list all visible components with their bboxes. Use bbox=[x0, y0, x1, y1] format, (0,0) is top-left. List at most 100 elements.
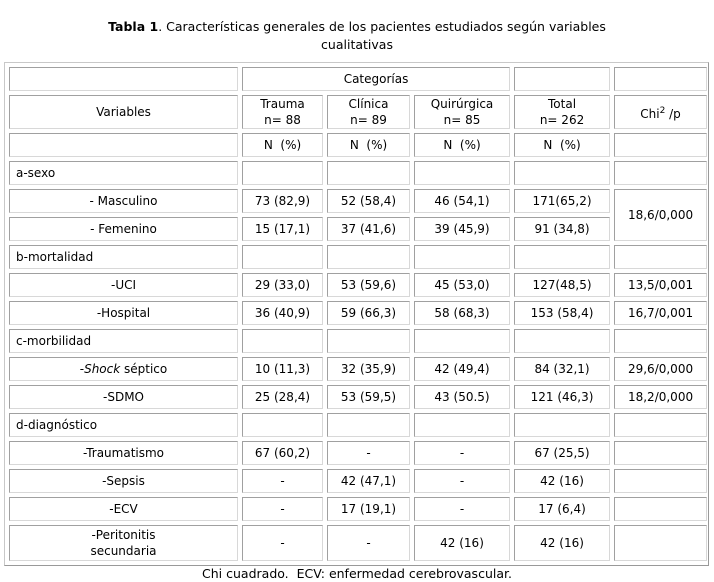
row-label: -Shock séptico bbox=[9, 357, 238, 381]
row-label: -ECV bbox=[9, 497, 238, 521]
value-cell: 15 (17,1) bbox=[242, 217, 323, 241]
empty-cell bbox=[327, 329, 410, 353]
unit-cell: N (%) bbox=[414, 133, 511, 157]
section-label: b-mortalidad bbox=[9, 245, 238, 269]
value-cell: 153 (58,4) bbox=[514, 301, 611, 325]
chi-cell: 18,6/0,000 bbox=[614, 189, 708, 241]
header-clinica-n: n= 89 bbox=[350, 113, 387, 127]
row-label-part: - bbox=[79, 362, 85, 376]
section-row: a-sexo bbox=[9, 161, 708, 185]
row-label-part: Shock bbox=[84, 362, 121, 376]
empty-cell bbox=[414, 329, 511, 353]
header-total: Total n= 262 bbox=[514, 95, 611, 129]
value-cell: 17 (6,4) bbox=[514, 497, 611, 521]
empty-cell bbox=[9, 67, 238, 91]
empty-cell bbox=[242, 161, 323, 185]
header-row-groups: Variables Trauma n= 88 Clínica n= 89 Quirú… bbox=[9, 95, 708, 129]
value-cell: 53 (59,6) bbox=[327, 273, 410, 297]
value-cell: - bbox=[242, 525, 323, 561]
value-cell: 53 (59,5) bbox=[327, 385, 410, 409]
header-chi-sup: 2 bbox=[659, 105, 666, 116]
header-quirurgica-n: n= 85 bbox=[443, 113, 481, 127]
value-cell: 73 (82,9) bbox=[242, 189, 323, 213]
empty-cell bbox=[514, 413, 611, 437]
chi-cell: 29,6/0,000 bbox=[614, 357, 708, 381]
empty-cell bbox=[614, 67, 708, 91]
empty-cell bbox=[414, 161, 511, 185]
section-row: c-morbilidad bbox=[9, 329, 708, 353]
empty-cell bbox=[9, 133, 238, 157]
value-cell: 46 (54,1) bbox=[414, 189, 511, 213]
row-label: -Traumatismo bbox=[9, 441, 238, 465]
row-label: -UCI bbox=[9, 273, 238, 297]
value-cell: 52 (58,4) bbox=[327, 189, 410, 213]
value-cell: 59 (66,3) bbox=[327, 301, 410, 325]
value-cell: - bbox=[327, 441, 410, 465]
value-cell: 42 (47,1) bbox=[327, 469, 410, 493]
chi-cell bbox=[614, 469, 708, 493]
header-total-label: Total bbox=[548, 97, 577, 111]
value-cell: 42 (49,4) bbox=[414, 357, 511, 381]
empty-cell bbox=[514, 67, 611, 91]
header-chi-label: Chi bbox=[640, 106, 660, 121]
header-chi: Chi2 /p bbox=[614, 95, 708, 129]
value-cell: 17 (19,1) bbox=[327, 497, 410, 521]
empty-cell bbox=[242, 413, 323, 437]
header-row-units: N (%) N (%) N (%) N (%) bbox=[9, 133, 708, 157]
empty-cell bbox=[614, 413, 708, 437]
table-row: - Masculino 73 (82,9) 52 (58,4) 46 (54,1) 17… bbox=[9, 189, 708, 241]
row-label: -Sepsis bbox=[9, 469, 238, 493]
header-trauma-n: n= 88 bbox=[264, 113, 301, 127]
value-cell: 58 (68,3) bbox=[414, 301, 511, 325]
header-clinica: Clínica n= 89 bbox=[327, 95, 410, 129]
table-caption: Tabla 1. Características generales de lo… bbox=[0, 18, 714, 54]
section-label: c-morbilidad bbox=[9, 329, 238, 353]
caption-text-line2: cualitativas bbox=[321, 37, 393, 52]
header-quirurgica: Quirúrgica n= 85 bbox=[414, 95, 511, 129]
header-row-categories: Categorías bbox=[9, 67, 708, 91]
table-row: -Hospital 36 (40,9) 59 (66,3) 58 (68,3) 153 … bbox=[9, 301, 708, 325]
table-row: -Shock séptico 10 (11,3) 32 (35,9) 42 (49,4… bbox=[9, 357, 708, 381]
value-cell: 42 (16) bbox=[514, 469, 611, 493]
chi-cell bbox=[614, 441, 708, 465]
value-cell: 171(65,2) bbox=[514, 189, 611, 213]
section-row: b-mortalidad bbox=[9, 245, 708, 269]
table-row: -Traumatismo 67 (60,2) - -67 (25,5) bbox=[9, 441, 708, 465]
value-cell: 121 (46,3) bbox=[514, 385, 611, 409]
value-cell: - bbox=[414, 497, 511, 521]
header-quirurgica-label: Quirúrgica bbox=[430, 97, 494, 111]
empty-cell bbox=[414, 413, 511, 437]
value-cell: 36 (40,9) bbox=[242, 301, 323, 325]
value-cell: 10 (11,3) bbox=[242, 357, 323, 381]
header-clinica-label: Clínica bbox=[348, 97, 389, 111]
value-cell: - bbox=[242, 497, 323, 521]
section-label: d-diagnóstico bbox=[9, 413, 238, 437]
value-cell: 37 (41,6) bbox=[327, 217, 410, 241]
row-label: -Peritonitis secundaria bbox=[9, 525, 238, 561]
data-table: Categorías Variables Trauma n= 88 Clínica… bbox=[5, 63, 711, 565]
value-cell: 127(48,5) bbox=[514, 273, 611, 297]
chi-cell: 16,7/0,001 bbox=[614, 301, 708, 325]
caption-label: Tabla 1 bbox=[108, 19, 159, 34]
header-trauma: Trauma n= 88 bbox=[242, 95, 323, 129]
value-cell: 91 (34,8) bbox=[514, 217, 611, 241]
chi-cell bbox=[614, 497, 708, 521]
table-row: -UCI 29 (33,0) 53 (59,6) 45 (53,0) 127(48,5)… bbox=[9, 273, 708, 297]
value-cell: 42 (16) bbox=[414, 525, 511, 561]
empty-cell bbox=[514, 161, 611, 185]
empty-cell bbox=[614, 161, 708, 185]
chi-cell: 13,5/0,001 bbox=[614, 273, 708, 297]
table-row: -ECV -17 (19,1) -17 (6,4) bbox=[9, 497, 708, 521]
unit-cell: N (%) bbox=[514, 133, 611, 157]
value-cell: 29 (33,0) bbox=[242, 273, 323, 297]
section-row: d-diagnóstico bbox=[9, 413, 708, 437]
value-cell: - bbox=[242, 469, 323, 493]
row-label: -Hospital bbox=[9, 301, 238, 325]
value-cell: 67 (60,2) bbox=[242, 441, 323, 465]
chi-cell: 18,2/0,000 bbox=[614, 385, 708, 409]
value-cell: 25 (28,4) bbox=[242, 385, 323, 409]
header-total-n: n= 262 bbox=[539, 113, 585, 127]
value-cell: - bbox=[414, 469, 511, 493]
row-label: -SDMO bbox=[9, 385, 238, 409]
header-chi-p: /p bbox=[665, 106, 681, 121]
